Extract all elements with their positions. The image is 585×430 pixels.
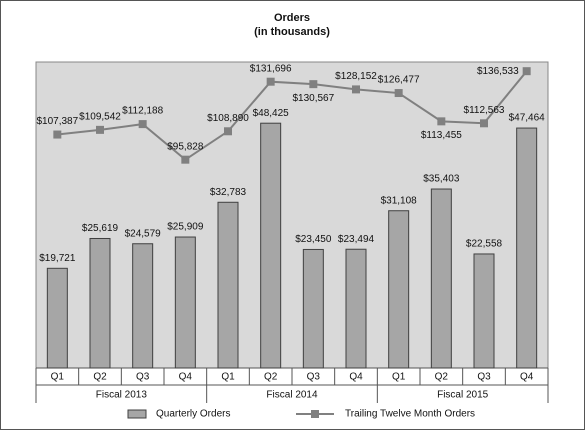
bar bbox=[89, 237, 111, 369]
group-label: Fiscal 2015 bbox=[437, 390, 489, 401]
data-label: $109,542 bbox=[79, 111, 121, 122]
bar bbox=[473, 253, 495, 369]
x-tick-label: Q1 bbox=[51, 372, 65, 383]
bar bbox=[388, 210, 410, 369]
data-label: $35,403 bbox=[423, 174, 460, 185]
line-marker bbox=[96, 125, 104, 134]
data-label: $112,188 bbox=[122, 106, 163, 117]
data-label: $48,425 bbox=[253, 108, 290, 119]
bar bbox=[345, 248, 367, 369]
data-label: $19,721 bbox=[39, 253, 76, 264]
bar bbox=[430, 188, 452, 369]
data-label: $128,152 bbox=[335, 71, 377, 82]
line-marker bbox=[437, 117, 446, 126]
x-tick-label: Q2 bbox=[435, 372, 449, 383]
line-marker bbox=[224, 127, 232, 136]
line-marker bbox=[480, 119, 488, 128]
data-label: $24,579 bbox=[125, 228, 162, 239]
line-marker bbox=[352, 85, 360, 94]
chart-subtitle: (in thousands) bbox=[254, 26, 330, 38]
line-marker bbox=[522, 67, 531, 76]
x-tick-label: Q1 bbox=[221, 372, 235, 383]
line-marker bbox=[394, 89, 403, 98]
legend-swatch bbox=[127, 409, 147, 419]
bar bbox=[516, 127, 538, 369]
x-tick-label: Q1 bbox=[392, 372, 406, 383]
x-tick-label: Q2 bbox=[93, 372, 107, 383]
data-label: $25,909 bbox=[167, 222, 204, 233]
data-label: $112,563 bbox=[464, 105, 505, 116]
legend-label: Quarterly Orders bbox=[156, 409, 230, 420]
data-label: $31,108 bbox=[381, 195, 418, 206]
x-tick-label: Q4 bbox=[179, 372, 193, 383]
bar bbox=[46, 267, 68, 369]
data-label: $107,387 bbox=[36, 116, 78, 127]
line-marker bbox=[309, 80, 318, 89]
x-tick-label: Q2 bbox=[264, 372, 278, 383]
legend-swatch bbox=[311, 410, 319, 418]
line-marker bbox=[138, 120, 147, 129]
legend-label: Trailing Twelve Month Orders bbox=[345, 409, 475, 420]
chart-title: Orders bbox=[274, 12, 310, 24]
data-label: $126,477 bbox=[378, 75, 420, 86]
data-label: $23,450 bbox=[295, 234, 332, 245]
bar bbox=[260, 122, 282, 369]
bar bbox=[174, 236, 196, 369]
data-label: $25,619 bbox=[82, 223, 119, 234]
group-label: Fiscal 2014 bbox=[266, 390, 318, 401]
plot-area bbox=[35, 61, 549, 369]
line bbox=[57, 70, 528, 161]
data-label: $130,567 bbox=[292, 93, 334, 104]
x-tick-label: Q4 bbox=[520, 372, 534, 383]
data-label: $95,828 bbox=[167, 141, 204, 152]
x-tick-label: Q3 bbox=[307, 372, 321, 383]
data-label: $113,455 bbox=[421, 130, 462, 141]
x-tick-label: Q3 bbox=[136, 372, 150, 383]
bar bbox=[132, 243, 154, 369]
data-label: $136,533 bbox=[477, 66, 519, 77]
line-marker bbox=[266, 77, 275, 86]
bar bbox=[217, 201, 239, 369]
data-label: $22,558 bbox=[466, 239, 503, 250]
data-label: $131,696 bbox=[250, 63, 292, 74]
data-label: $47,464 bbox=[509, 113, 546, 124]
line-marker bbox=[53, 130, 62, 139]
group-label: Fiscal 2013 bbox=[96, 390, 148, 401]
x-tick-label: Q4 bbox=[349, 372, 363, 383]
data-label: $32,783 bbox=[210, 187, 247, 198]
bar bbox=[302, 248, 324, 369]
data-label: $23,494 bbox=[338, 234, 375, 245]
x-tick-label: Q3 bbox=[477, 372, 491, 383]
data-label: $108,890 bbox=[207, 113, 249, 124]
line-marker bbox=[181, 155, 190, 164]
